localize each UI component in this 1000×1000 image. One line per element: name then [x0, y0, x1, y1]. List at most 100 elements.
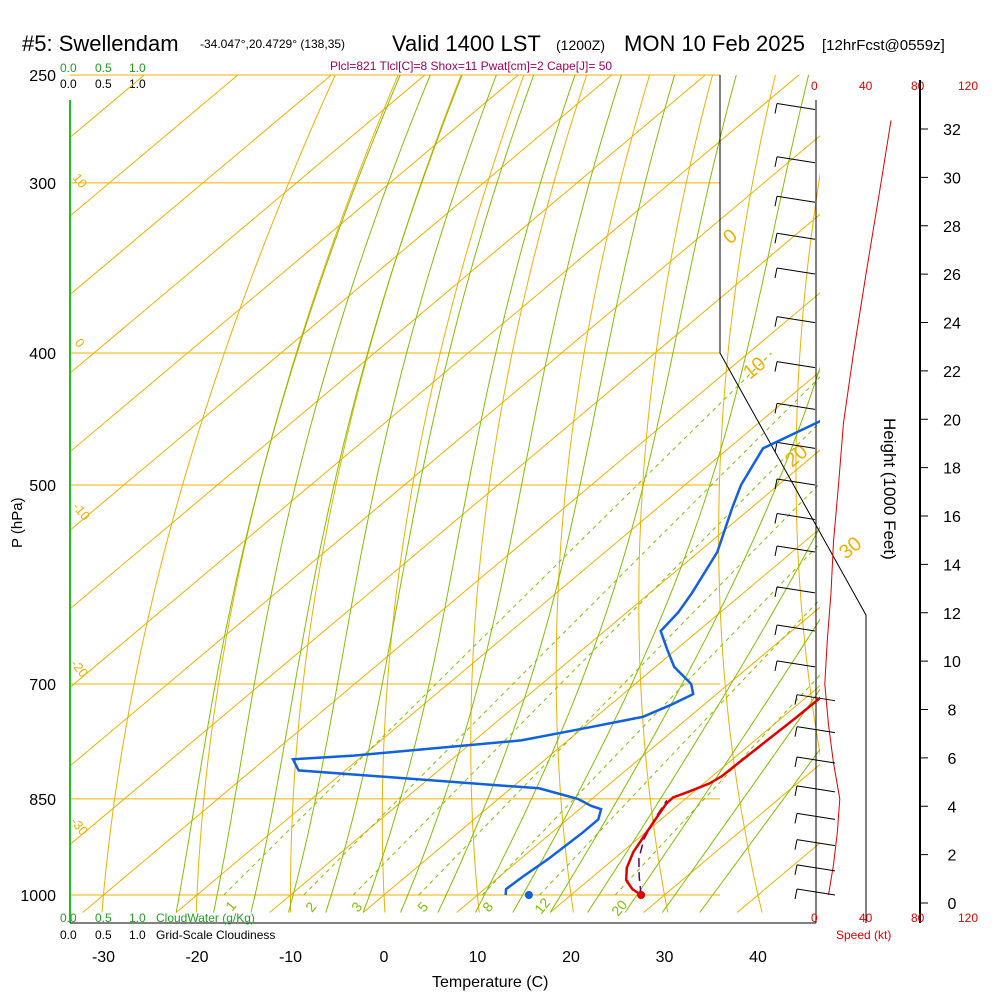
isotherm-line	[362, 527, 820, 913]
dry-adiabat-label: 10	[70, 170, 91, 191]
isotherm-line	[70, 75, 800, 689]
pressure-tick-label: 400	[29, 346, 56, 363]
pressure-tick-label: 850	[29, 792, 56, 809]
cloudiness-scale-label: 0.0	[60, 77, 77, 91]
wind-barb-staff	[796, 839, 836, 847]
stability-indices: Plcl=821 Tlcl[C]=8 Shox=11 Pwat[cm]=2 Ca…	[330, 59, 612, 73]
moist-adiabat-line	[362, 75, 576, 913]
height-tick-label: 14	[943, 557, 961, 574]
isotherm-line	[82, 292, 820, 913]
wind-barb-flag	[774, 624, 778, 636]
isotherm-line	[70, 75, 613, 531]
cloud-water-scale-label: 1.0	[129, 911, 146, 925]
cloud-water-scale-label: 0.5	[95, 911, 112, 925]
isotherm-line	[70, 213, 820, 846]
isotherm-line	[269, 449, 820, 913]
wind-barb-staff	[796, 864, 836, 872]
moist-adiabat-line	[250, 75, 463, 913]
height-tick-label: 16	[943, 509, 961, 526]
moist-adiabat-line	[512, 75, 810, 913]
wind-barb-staff	[776, 660, 816, 668]
wind-panel-outline	[719, 75, 867, 923]
station-coords: -34.047°,20.4729° (138,35)	[200, 37, 345, 51]
wind-barb-flag	[774, 660, 778, 671]
wind-barb-staff	[776, 232, 816, 240]
cloudiness-legend: Grid-Scale Cloudiness	[156, 928, 275, 942]
dry-adiabat-line	[638, 75, 714, 913]
station-title: #5: Swellendam	[22, 31, 179, 56]
cloudiness-scale-label: 0.5	[95, 77, 112, 91]
speed-axis-label: Speed (kt)	[836, 928, 891, 942]
mixing-ratio-line	[352, 421, 820, 896]
wind-barb-flag	[774, 316, 778, 327]
wind-barb-staff	[776, 441, 816, 449]
x-tick-label: 0	[380, 949, 389, 966]
wind-barb-staff	[776, 512, 816, 520]
pressure-tick-label: 700	[29, 677, 56, 694]
cloud-water-scale-label: 1.0	[129, 61, 146, 75]
isotherm-line	[456, 606, 820, 913]
x-tick-label: -20	[185, 949, 208, 966]
wind-barb-staff	[796, 888, 836, 896]
wind-barb-staff	[776, 586, 816, 594]
x-axis-label: Temperature (C)	[432, 974, 548, 991]
speed-scale-label: 80	[911, 911, 925, 925]
pressure-tick-label: 300	[29, 176, 56, 193]
isobar-lines	[70, 74, 720, 896]
wind-barb-flag	[774, 103, 778, 114]
dry-adiabat-label: 0	[72, 335, 88, 350]
dry-adiabat-line	[795, 172, 820, 757]
wind-barb-flag	[774, 586, 778, 597]
mixing-ratio-label: 8	[479, 899, 496, 915]
zulu-time: (1200Z)	[556, 37, 605, 53]
height-tick-label: 6	[948, 751, 957, 768]
wind-barb-staff	[796, 726, 836, 734]
wind-barb-flag	[774, 442, 778, 453]
dry-adiabat-line	[101, 75, 336, 913]
wind-barb-flag	[794, 726, 798, 737]
wind-barb-flag	[794, 839, 798, 850]
height-tick-label: 22	[943, 364, 961, 381]
height-tick-label: 0	[948, 896, 957, 913]
wind-barb-flag	[794, 694, 798, 705]
dry-adiabat-label: -10	[70, 499, 94, 523]
isotherm-line	[643, 763, 820, 913]
forecast-run: [12hrFcst@0559z]	[822, 37, 945, 54]
height-tick-label: 20	[943, 412, 961, 429]
wind-barb-staff	[776, 267, 816, 275]
wind-barb-flag	[774, 233, 778, 244]
valid-time: Valid 1400 LST	[392, 31, 541, 56]
wind-barb-flag	[794, 785, 798, 796]
parcel-line	[638, 799, 668, 896]
speed-scale-label: 0	[811, 79, 818, 93]
y-axis-label: P (hPa)	[9, 497, 26, 548]
wind-barb-flag	[794, 813, 798, 824]
isotherm-line	[924, 51, 1000, 913]
height-tick-label: 24	[943, 316, 961, 333]
wind-barb-flag	[774, 403, 778, 414]
dry-adiabat-line	[290, 75, 462, 913]
speed-legend-bottom: 0 40 80 120 Speed (kt)	[811, 911, 978, 942]
isotherm-lines	[70, 51, 1000, 913]
speed-scale-label: 40	[859, 911, 873, 925]
cloudiness-scale-label: 0.0	[60, 928, 77, 942]
wind-barb-staff	[796, 785, 836, 793]
isotherm-line	[70, 75, 239, 217]
wind-panel	[719, 75, 921, 923]
moist-adiabat-line	[287, 75, 497, 913]
moist-adiabat-lines	[175, 75, 820, 913]
wind-barb-staff	[776, 402, 816, 410]
isotherm-line	[70, 75, 333, 296]
isotherm-line	[549, 685, 820, 913]
isotherm-line	[175, 370, 820, 913]
moist-adiabat-line	[699, 748, 820, 913]
isotherm-line	[70, 75, 520, 453]
moist-adiabat-line	[437, 75, 676, 913]
wind-barb-staff	[776, 624, 816, 632]
cloud-water-scale-label: 0.5	[95, 61, 112, 75]
height-tick-label: 28	[943, 219, 961, 236]
dry-adiabat-label: -30	[68, 814, 92, 838]
moist-adiabat-line	[325, 75, 535, 913]
